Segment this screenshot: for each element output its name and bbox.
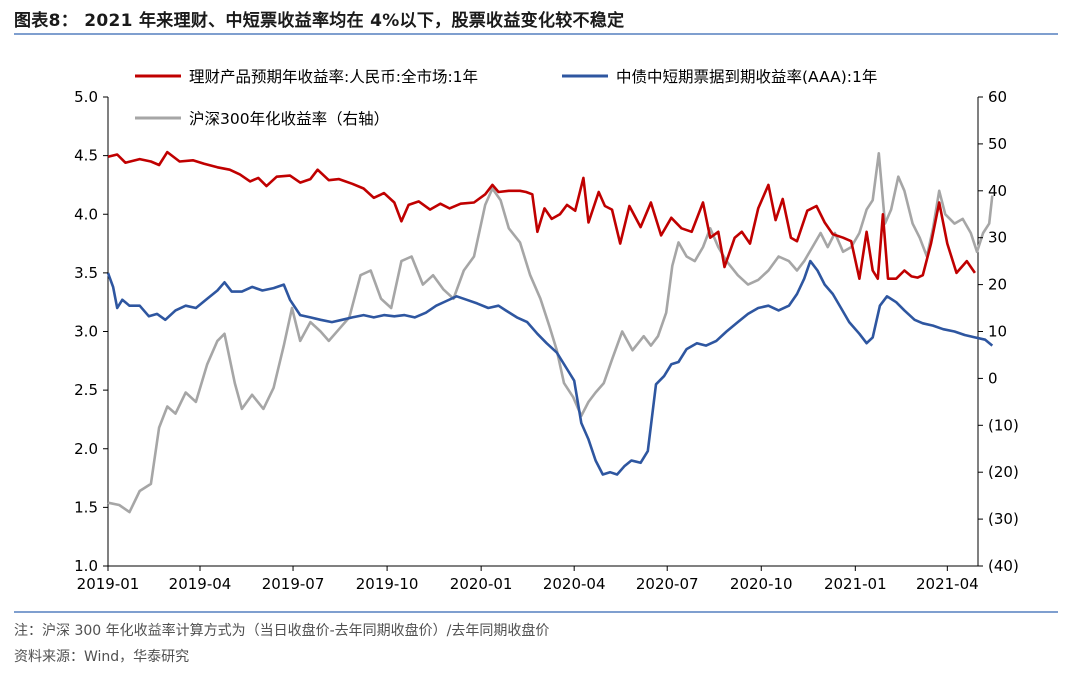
y-right-tick-label: (40)	[988, 557, 1019, 575]
y-right-tick-label: 20	[988, 276, 1007, 294]
legend-label-2: 中债中短期票据到期收益率(AAA):1年	[616, 68, 877, 86]
x-tick-label: 2020-01	[450, 575, 513, 593]
legend-label-3: 沪深300年化收益率（右轴）	[189, 110, 389, 128]
legend: 理财产品预期年收益率:人民币:全市场:1年 中债中短期票据到期收益率(AAA):1…	[135, 68, 877, 128]
footer-rule	[14, 611, 1058, 613]
y-right-tick-label: (20)	[988, 463, 1019, 481]
y-right-tick-label: 10	[988, 323, 1007, 341]
y-left-tick-label: 4.5	[74, 147, 98, 165]
x-tick-label: 2021-01	[824, 575, 887, 593]
figure-title: 图表8： 2021 年来理财、中短票收益率均在 4%以下，股票收益变化较不稳定	[14, 11, 625, 31]
x-tick-label: 2021-04	[916, 575, 979, 593]
source-note: 资料来源：Wind，华泰研究	[14, 649, 190, 665]
x-tick-label: 2019-07	[262, 575, 325, 593]
y-right-tick-label: 40	[988, 182, 1007, 200]
y-right-tick-label: (10)	[988, 416, 1019, 434]
y-left-tick-label: 5.0	[74, 88, 98, 106]
x-tick-label: 2020-07	[636, 575, 699, 593]
footnote: 注：沪深 300 年化收益率计算方式为（当日收盘价-去年同期收盘价）/去年同期收…	[14, 623, 550, 639]
series-line-2	[106, 259, 994, 476]
plot-area	[107, 97, 979, 567]
x-tick-label: 2020-04	[543, 575, 606, 593]
y-left-tick-label: 2.0	[74, 440, 98, 458]
y-right-tick-label: 30	[988, 229, 1007, 247]
x-tick-label: 2020-10	[730, 575, 793, 593]
y-right-tick-label: 0	[988, 369, 998, 387]
y-right-tick-label: 50	[988, 135, 1007, 153]
x-tick-label: 2019-01	[77, 575, 140, 593]
y-left-tick-label: 3.5	[74, 264, 98, 282]
axes: 1.0 1.5 2.0 2.5 3.0 3.5 4.0 4.5 5.0 (40) (30) (20) (…	[74, 88, 1019, 593]
legend-label-1: 理财产品预期年收益率:人民币:全市场:1年	[189, 68, 478, 86]
y-right-tick-label: (30)	[988, 510, 1019, 528]
series-line-3	[107, 152, 994, 514]
y-left-tick-label: 1.0	[74, 557, 98, 575]
series-layer	[106, 150, 994, 514]
x-tick-label: 2019-04	[169, 575, 232, 593]
y-left-tick-label: 1.5	[74, 498, 98, 516]
y-left-tick-label: 3.0	[74, 323, 98, 341]
series-line-1	[107, 150, 976, 280]
y-left-tick-label: 4.0	[74, 205, 98, 223]
title-rule	[14, 33, 1058, 35]
y-right-tick-label: 60	[988, 88, 1007, 106]
y-left-tick-label: 2.5	[74, 381, 98, 399]
x-tick-label: 2019-10	[356, 575, 419, 593]
